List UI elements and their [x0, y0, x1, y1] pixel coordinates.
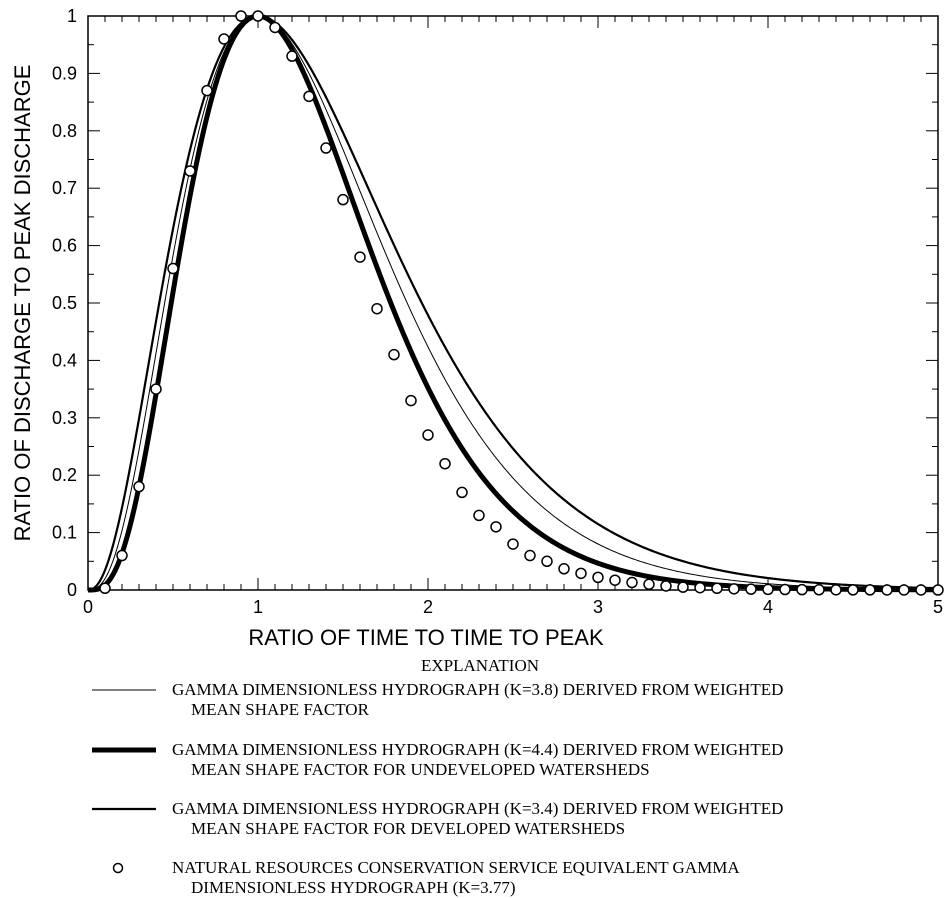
y-tick-label: 0.6: [52, 236, 77, 256]
nrcs-point: [507, 538, 519, 550]
y-tick-label: 0.1: [52, 523, 77, 543]
nrcs-point: [541, 555, 553, 568]
nrcs-point: [830, 584, 842, 596]
nrcs-point: [864, 584, 876, 596]
nrcs-point: [320, 142, 332, 154]
legend-label-k44: GAMMA DIMENSIONLESS HYDROGRAPH (K=4.4) D…: [172, 740, 952, 780]
legend-label-k34: GAMMA DIMENSIONLESS HYDROGRAPH (K=3.4) D…: [172, 799, 952, 839]
x-tick-labels: 0 1 2 3 4 5: [83, 597, 943, 617]
series-line-k38: [87, 15, 939, 591]
nrcs-point: [881, 584, 893, 596]
nrcs-point: [405, 394, 417, 407]
nrcs-point: [626, 576, 638, 589]
series-lines: [87, 13, 939, 593]
y-tick-label: 1: [67, 6, 77, 26]
x-tick-label: 3: [593, 597, 603, 617]
nrcs-point: [847, 584, 859, 596]
legend-label-line1: NATURAL RESOURCES CONSERVATION SERVICE E…: [172, 858, 740, 877]
nrcs-point: [694, 581, 706, 594]
y-tick-label: 0.4: [52, 350, 77, 370]
x-tick-label: 0: [83, 597, 93, 617]
legend-label-line1: GAMMA DIMENSIONLESS HYDROGRAPH (K=3.8) D…: [172, 680, 784, 699]
nrcs-point: [371, 302, 383, 315]
nrcs-point: [660, 580, 672, 592]
nrcs-point: [490, 521, 502, 533]
legend-label-nrcs: NATURAL RESOURCES CONSERVATION SERVICE E…: [172, 858, 952, 898]
axis-ticks: [87, 15, 939, 591]
nrcs-point: [745, 583, 757, 595]
legend-label-line1: GAMMA DIMENSIONLESS HYDROGRAPH (K=3.4) D…: [172, 799, 784, 818]
nrcs-point: [439, 457, 451, 470]
nrcs-point: [762, 583, 774, 596]
nrcs-point: [779, 583, 791, 596]
nrcs-point: [898, 584, 910, 596]
legend-key-medium-line: [92, 807, 156, 811]
nrcs-point: [575, 567, 587, 580]
nrcs-point: [813, 584, 825, 596]
nrcs-point: [558, 563, 570, 575]
nrcs-point: [116, 549, 128, 562]
nrcs-point: [388, 348, 400, 361]
y-tick-label: 0.2: [52, 465, 77, 485]
x-tick-label: 4: [763, 597, 773, 617]
y-tick-label: 0: [67, 580, 77, 600]
nrcs-point: [456, 486, 468, 499]
nrcs-point: [99, 582, 111, 595]
nrcs-point: [677, 581, 689, 593]
y-tick-label: 0.7: [52, 178, 77, 198]
legend-title: EXPLANATION: [420, 656, 540, 675]
y-tick-label: 0.3: [52, 408, 77, 428]
legend-label-k38: GAMMA DIMENSIONLESS HYDROGRAPH (K=3.8) D…: [172, 680, 952, 720]
nrcs-point: [286, 50, 298, 62]
nrcs-point: [303, 90, 315, 103]
series-line-k44: [87, 13, 939, 593]
nrcs-point: [728, 583, 740, 595]
legend-key-thick-line: [92, 747, 156, 753]
nrcs-point: [422, 429, 434, 441]
hydrograph-chart: 0 1 2 3 4 5 0 0.1 0.2 0.3 0.4 0.5 0.6 0.7 0.8 0.9 1 RAT…: [10, 6, 944, 650]
nrcs-point: [201, 84, 213, 97]
series-line-k34: [87, 14, 939, 592]
y-tick-label: 0.5: [52, 293, 77, 313]
nrcs-point: [932, 584, 944, 596]
nrcs-point: [354, 251, 366, 263]
nrcs-point: [133, 480, 145, 493]
x-tick-label: 2: [423, 597, 433, 617]
plot-frame: [87, 15, 939, 591]
nrcs-point: [473, 509, 485, 522]
x-axis-title: RATIO OF TIME TO TIME TO PEAK: [248, 625, 604, 650]
legend-label-line2: MEAN SHAPE FACTOR FOR UNDEVELOPED WATERS…: [191, 760, 650, 779]
nrcs-point: [150, 383, 162, 395]
legend-label-line1: GAMMA DIMENSIONLESS HYDROGRAPH (K=4.4) D…: [172, 740, 784, 759]
nrcs-points: [99, 10, 944, 596]
nrcs-point: [643, 578, 655, 591]
nrcs-point: [235, 10, 247, 22]
nrcs-point: [796, 583, 808, 596]
y-tick-label: 0.8: [52, 121, 77, 141]
nrcs-point: [915, 584, 927, 596]
x-tick-label: 1: [253, 597, 263, 617]
legend-label-line2: DIMENSIONLESS HYDROGRAPH (K=3.77): [191, 878, 516, 897]
legend-key-thin-line: [92, 689, 156, 691]
y-tick-labels: 0 0.1 0.2 0.3 0.4 0.5 0.6 0.7 0.8 0.9 1: [52, 6, 77, 600]
legend-label-line2: MEAN SHAPE FACTOR FOR DEVELOPED WATERSHE…: [191, 819, 626, 838]
y-tick-label: 0.9: [52, 63, 77, 83]
nrcs-point: [592, 571, 604, 584]
legend-label-line2: MEAN SHAPE FACTOR: [191, 700, 369, 719]
x-tick-label: 5: [933, 597, 943, 617]
legend-key-open-circle: [112, 862, 124, 874]
nrcs-point: [524, 549, 536, 562]
nrcs-point: [269, 21, 281, 34]
nrcs-point: [609, 574, 621, 586]
nrcs-point: [337, 193, 349, 206]
nrcs-point: [252, 10, 264, 22]
nrcs-point: [167, 262, 179, 275]
nrcs-point: [184, 165, 196, 177]
nrcs-point: [218, 33, 230, 45]
y-axis-title: RATIO OF DISCHARGE TO PEAK DISCHARGE: [10, 65, 35, 542]
nrcs-point: [711, 582, 723, 595]
